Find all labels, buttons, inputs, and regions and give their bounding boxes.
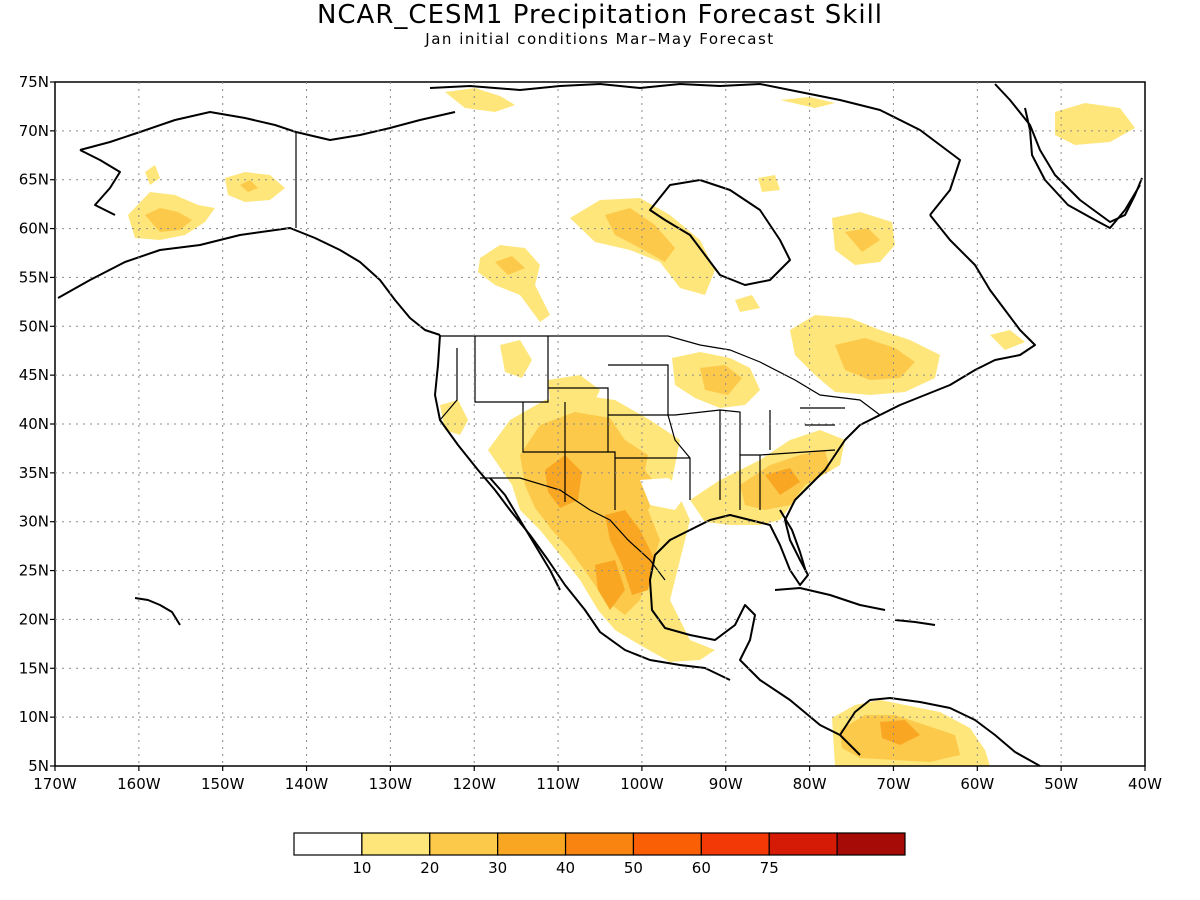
lat-tick-label: 50N (19, 317, 49, 335)
lon-tick-label: 170W (33, 775, 77, 793)
skill-region (640, 478, 688, 510)
lon-tick-label: 60W (960, 775, 994, 793)
lat-lon-grid (55, 82, 1145, 766)
skill-region (478, 245, 550, 322)
lon-tick-label: 150W (201, 775, 245, 793)
color-bar-segment (361, 832, 431, 856)
color-bar-segment (497, 832, 567, 856)
skill-region (500, 340, 532, 378)
map-subtitle: Jan initial conditions Mar–May Forecast (425, 30, 775, 48)
skill-region (545, 455, 582, 508)
skill-region (735, 295, 760, 312)
lon-tick-label: 140W (285, 775, 329, 793)
color-bar-segment (293, 832, 363, 856)
skill-region (440, 400, 468, 435)
lat-tick-label: 55N (19, 268, 49, 286)
skill-region (605, 208, 675, 262)
lat-tick-label: 35N (19, 464, 49, 482)
skill-region (1055, 103, 1135, 145)
skill-region (880, 720, 920, 745)
color-bar-label: 30 (488, 859, 507, 877)
lon-tick-label: 120W (452, 775, 496, 793)
skill-region (145, 165, 160, 185)
color-bar-segment (564, 832, 635, 856)
skill-region (835, 338, 915, 380)
longitude-labels: 170W 160W 150W 140W 130W 120W 110W 100W 90W 80W 70… (33, 766, 1162, 793)
skill-region (758, 175, 780, 192)
lon-tick-label: 80W (793, 775, 827, 793)
skill-region (765, 468, 800, 495)
coastlines (57, 83, 1143, 767)
lon-tick-label: 40W (1128, 775, 1162, 793)
lat-tick-label: 60N (19, 220, 49, 238)
lat-tick-label: 45N (19, 366, 49, 384)
lat-tick-label: 70N (19, 122, 49, 140)
lat-tick-label: 20N (19, 610, 49, 628)
lat-tick-label: 30N (19, 513, 49, 531)
lat-tick-label: 5N (28, 757, 49, 775)
color-bar-label: 60 (692, 859, 711, 877)
lon-tick-label: 90W (709, 775, 743, 793)
color-bar-label: 75 (760, 859, 779, 877)
lon-tick-label: 110W (536, 775, 580, 793)
color-bar-labels: 10 20 30 40 50 60 75 (352, 859, 778, 877)
lat-tick-label: 40N (19, 415, 49, 433)
lat-tick-label: 15N (19, 659, 49, 677)
color-bar-segment (632, 832, 702, 856)
lat-tick-label: 25N (19, 562, 49, 580)
lon-tick-label: 130W (369, 775, 413, 793)
color-bar-label: 20 (420, 859, 439, 877)
lat-tick-label: 10N (19, 708, 49, 726)
political-borders (295, 132, 881, 581)
color-bar-segment (700, 832, 770, 856)
color-bar-segment (768, 832, 838, 856)
lon-tick-label: 70W (877, 775, 911, 793)
color-bar-label: 50 (624, 859, 643, 877)
skill-shading (128, 88, 1135, 766)
color-bar-label: 40 (556, 859, 575, 877)
lon-tick-label: 100W (620, 775, 664, 793)
lat-tick-label: 75N (19, 73, 49, 91)
skill-region (845, 228, 880, 252)
skill-region (990, 330, 1025, 350)
color-bar-segment (836, 832, 906, 856)
skill-region (240, 180, 258, 192)
skill-region (548, 375, 600, 412)
color-bar-segment (429, 832, 499, 856)
skill-region (700, 365, 742, 395)
lon-tick-label: 50W (1044, 775, 1078, 793)
skill-region (605, 510, 655, 595)
skill-region (445, 88, 515, 112)
lat-tick-label: 65N (19, 171, 49, 189)
map-title: NCAR_CESM1 Precipitation Forecast Skill (316, 0, 884, 30)
lon-tick-label: 160W (117, 775, 161, 793)
color-bar-label: 10 (352, 859, 371, 877)
skill-region (495, 256, 525, 275)
skill-region (780, 97, 835, 108)
skill-region (595, 560, 625, 610)
color-bar (293, 832, 906, 856)
latitude-labels: 75N 70N 65N 60N 55N 50N 45N 40N 35N 30N 25N 20N 15N 1… (19, 73, 55, 775)
skill-region (145, 208, 192, 232)
